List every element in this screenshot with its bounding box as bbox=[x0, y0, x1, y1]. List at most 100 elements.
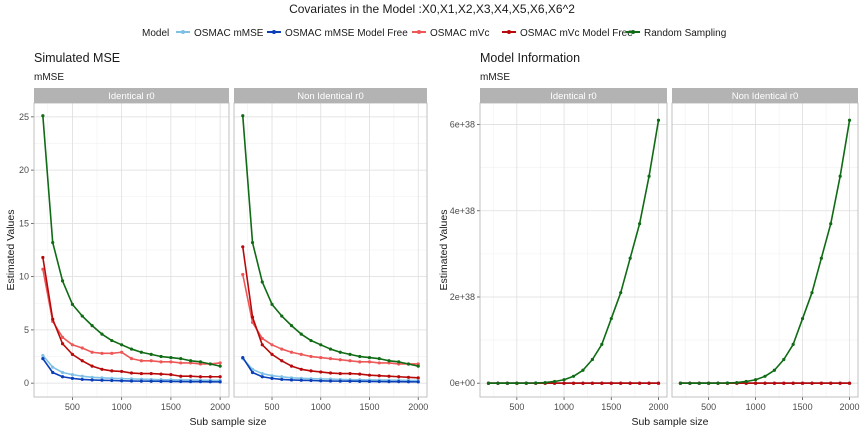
data-point bbox=[819, 256, 823, 260]
x-tick-label: 1000 bbox=[746, 402, 766, 412]
y-axis-label: Estimated Values bbox=[438, 210, 450, 291]
data-point bbox=[120, 343, 124, 347]
data-point bbox=[319, 343, 323, 347]
plot-border bbox=[479, 102, 668, 398]
data-point bbox=[791, 342, 795, 347]
y-tick-label: 4e+38 bbox=[450, 206, 475, 216]
data-point bbox=[90, 378, 94, 382]
y-tick-label: 10 bbox=[19, 272, 29, 282]
y-tick-label: 6e+38 bbox=[450, 120, 475, 130]
data-point bbox=[338, 350, 342, 354]
data-point bbox=[397, 360, 401, 364]
data-point bbox=[387, 374, 391, 378]
plot-border bbox=[671, 102, 859, 398]
data-point bbox=[260, 336, 264, 341]
data-point bbox=[188, 374, 193, 378]
data-point bbox=[619, 381, 623, 385]
data-point bbox=[159, 354, 163, 359]
data-point bbox=[600, 381, 604, 385]
data-point bbox=[562, 378, 566, 382]
data-point bbox=[70, 352, 75, 356]
chart-title: Model Information bbox=[480, 51, 580, 65]
data-point bbox=[218, 380, 222, 384]
data-point bbox=[280, 314, 284, 318]
data-point bbox=[241, 355, 245, 360]
data-point bbox=[647, 174, 651, 178]
data-point bbox=[387, 380, 391, 384]
y-tick-label: 2e+38 bbox=[450, 292, 475, 302]
data-point bbox=[299, 332, 303, 336]
data-point bbox=[260, 343, 264, 347]
legend: Model OSMAC mMSE OSMAC mMSE Model Free OSM… bbox=[142, 28, 726, 39]
data-point bbox=[270, 352, 274, 356]
strip-label: Identical r0 bbox=[550, 91, 596, 102]
data-point bbox=[280, 359, 284, 363]
data-point bbox=[169, 373, 173, 377]
data-point bbox=[149, 379, 153, 383]
data-point bbox=[819, 381, 823, 385]
x-tick-label: 1500 bbox=[601, 402, 621, 412]
data-point bbox=[241, 272, 245, 277]
data-point bbox=[250, 370, 255, 375]
data-point bbox=[169, 355, 173, 360]
panel-identical-r0: Identical r0 500 1000 1500 2000 0e+00 2e+38 4e+… bbox=[450, 88, 669, 412]
data-point bbox=[328, 347, 333, 351]
data-point bbox=[129, 357, 134, 361]
data-point bbox=[328, 357, 333, 361]
data-point bbox=[735, 380, 739, 385]
x-tick-label: 1000 bbox=[554, 402, 574, 412]
data-point bbox=[139, 350, 143, 354]
data-point bbox=[496, 381, 500, 385]
data-point bbox=[534, 381, 538, 385]
data-point bbox=[406, 362, 411, 366]
data-point bbox=[377, 379, 381, 384]
series-osmac-mmse-model-free bbox=[241, 355, 420, 384]
data-point bbox=[638, 222, 642, 226]
series-random-sampling bbox=[41, 114, 222, 368]
strip-label: Non Identical r0 bbox=[297, 91, 364, 102]
data-point bbox=[328, 371, 333, 375]
legend-label: OSMAC mMSE bbox=[194, 28, 264, 39]
data-point bbox=[524, 381, 528, 385]
data-point bbox=[406, 380, 411, 384]
legend-key-point bbox=[507, 30, 511, 34]
data-point bbox=[70, 343, 75, 347]
data-point bbox=[80, 314, 84, 318]
data-point bbox=[198, 375, 203, 379]
data-point bbox=[129, 371, 134, 375]
x-tick-label: 1500 bbox=[161, 402, 181, 412]
x-tick-label: 1000 bbox=[112, 402, 132, 412]
data-point bbox=[638, 381, 642, 385]
data-point bbox=[647, 381, 651, 385]
series-osmac-mmse bbox=[41, 353, 222, 382]
data-point bbox=[179, 361, 183, 365]
data-point bbox=[289, 364, 294, 368]
x-tick-label: 2000 bbox=[408, 402, 428, 412]
data-point bbox=[179, 357, 183, 361]
strip-label: Non Identical r0 bbox=[732, 91, 799, 102]
data-point bbox=[100, 376, 104, 380]
y-tick-label: 20 bbox=[19, 165, 29, 175]
series-random-sampling bbox=[678, 118, 852, 385]
data-point bbox=[90, 375, 94, 379]
data-point bbox=[367, 373, 372, 377]
data-point bbox=[270, 374, 274, 378]
legend-key-point bbox=[272, 30, 276, 34]
data-point bbox=[280, 347, 284, 351]
data-point bbox=[90, 350, 94, 354]
data-point bbox=[80, 346, 84, 350]
data-point bbox=[406, 375, 411, 379]
data-point bbox=[716, 381, 720, 385]
data-point bbox=[120, 379, 124, 383]
data-point bbox=[41, 267, 45, 271]
data-point bbox=[744, 379, 748, 384]
data-point bbox=[90, 324, 94, 328]
data-point bbox=[772, 381, 776, 385]
data-point bbox=[348, 371, 352, 376]
data-point bbox=[656, 381, 661, 385]
data-point bbox=[51, 370, 55, 375]
data-point bbox=[782, 357, 786, 362]
data-point bbox=[397, 375, 401, 379]
data-point bbox=[60, 342, 65, 346]
